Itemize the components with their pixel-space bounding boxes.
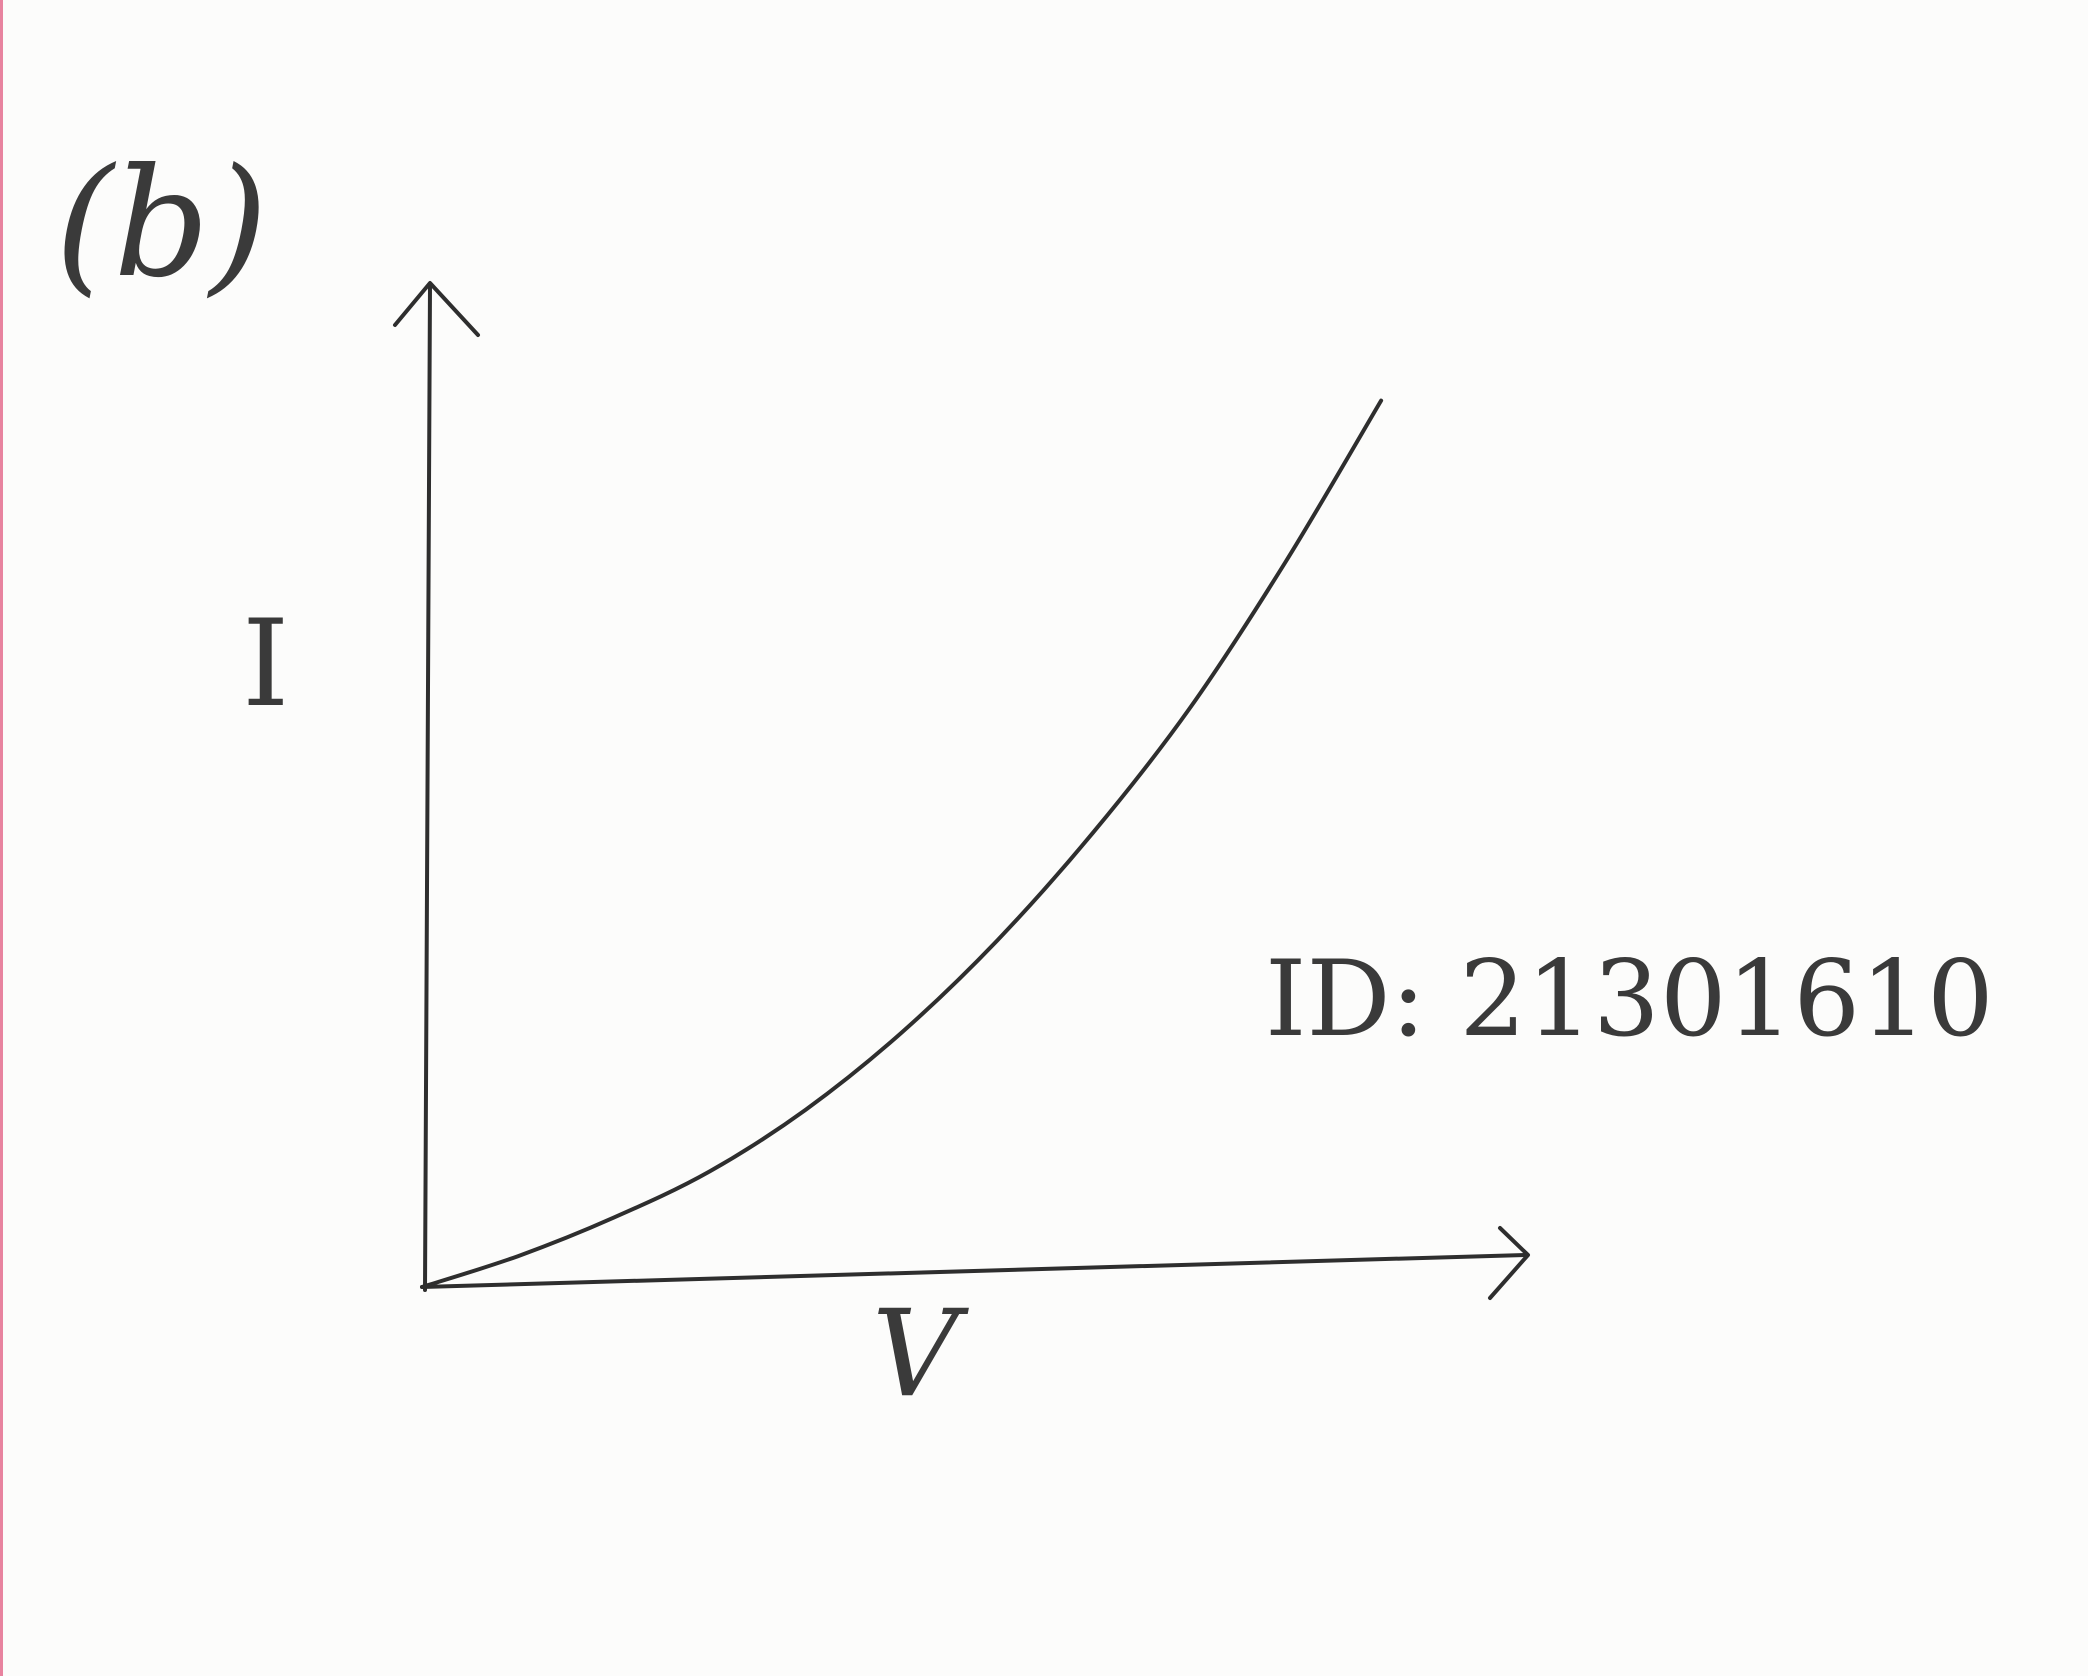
- paper-edge-margin: [0, 0, 3, 1676]
- curve-layer: [420, 398, 1384, 1289]
- x-axis-line: [420, 1253, 1527, 1289]
- id-annotation: ID: 21301610: [1265, 938, 1994, 1060]
- x-axis-label: V: [872, 1285, 969, 1424]
- y-axis-label: I: [242, 595, 289, 734]
- y-axis-line: [423, 283, 432, 1292]
- y-axis-arrow-icon: [393, 281, 480, 337]
- series-line-0: [420, 398, 1384, 1289]
- x-axis-arrow-icon: [1488, 1226, 1530, 1300]
- panel-label: (b): [55, 137, 268, 311]
